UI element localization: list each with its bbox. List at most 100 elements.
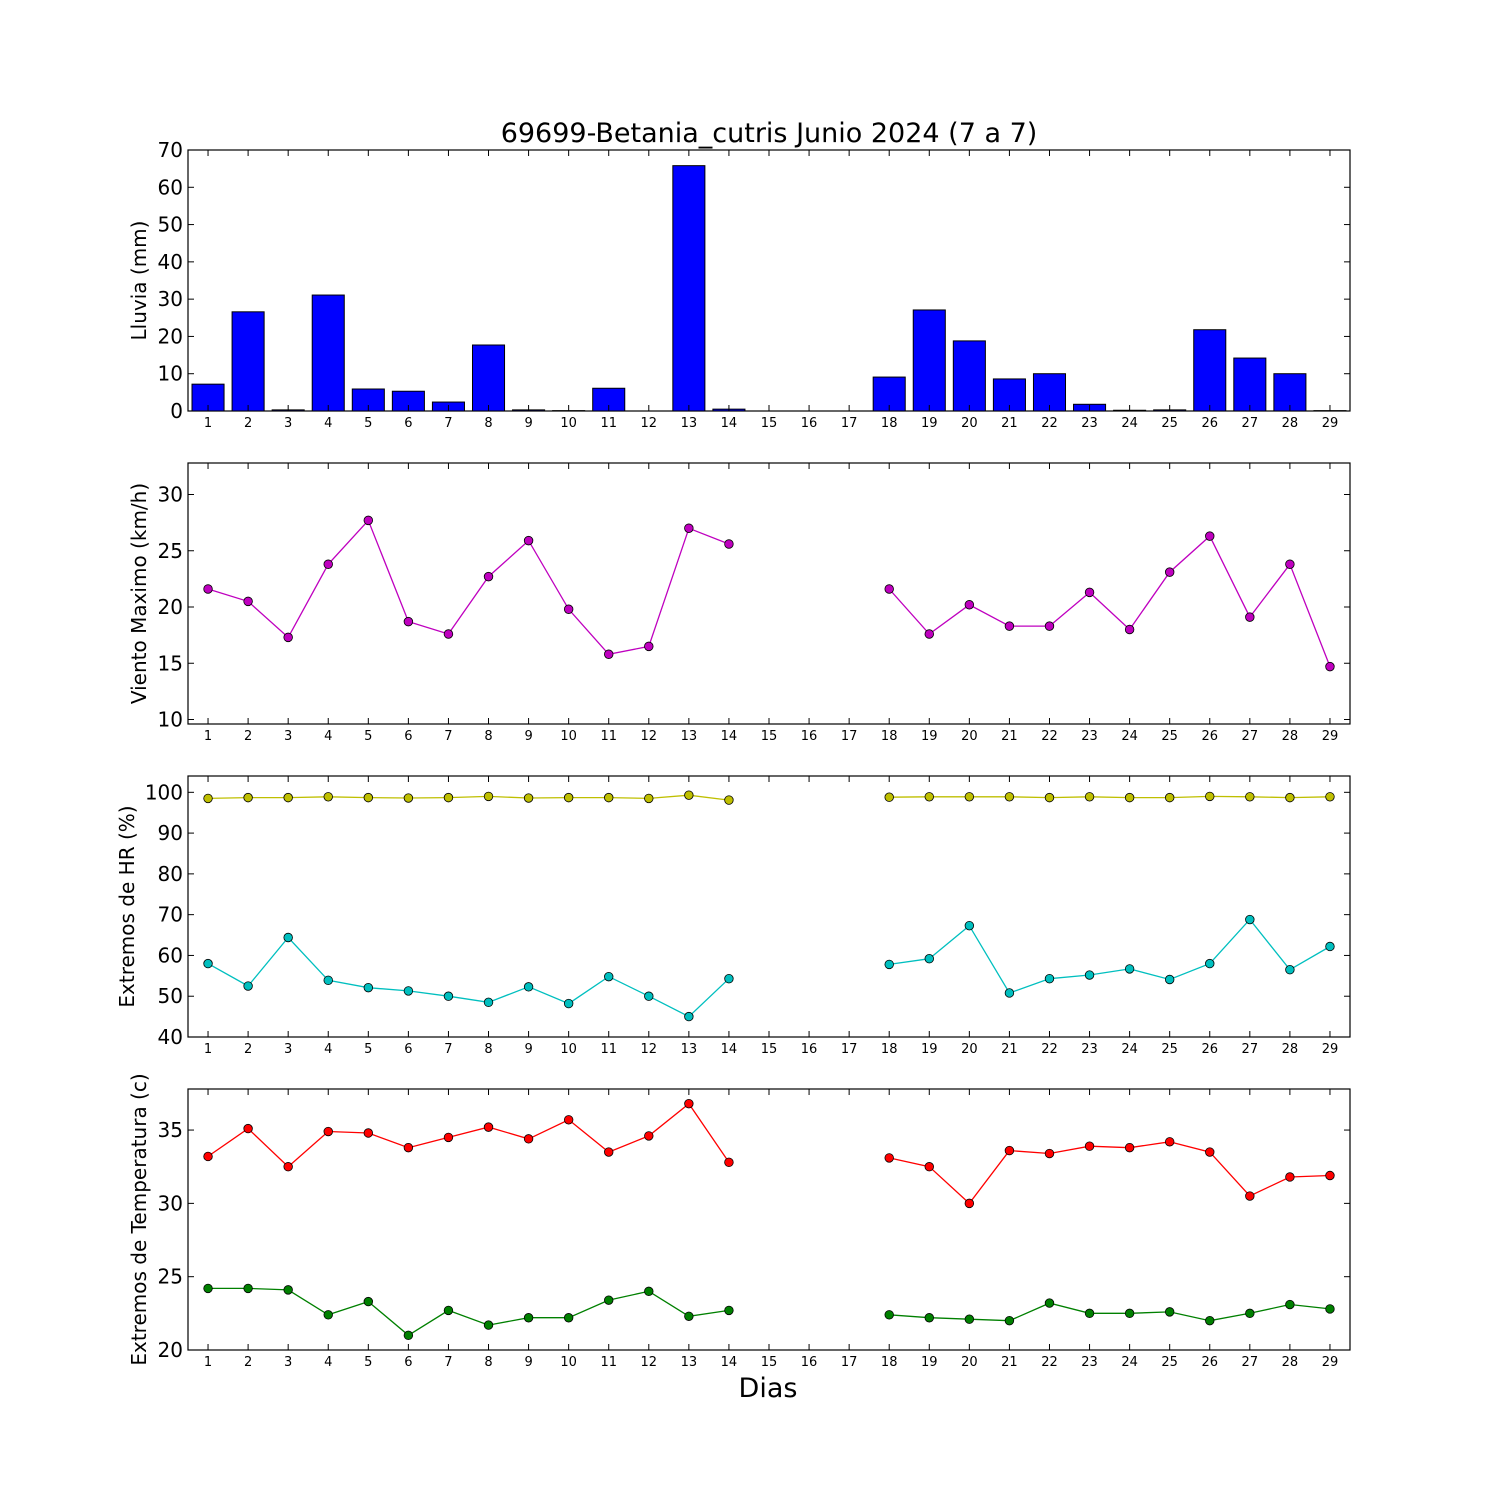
- hr-ytick-label: 70: [158, 903, 183, 927]
- temp-series-2-line-1: [208, 1287, 729, 1337]
- hr-series-1-point-24: [1124, 792, 1135, 803]
- hr-series-2-point-20: [964, 920, 975, 931]
- temp-xtick-label: 12: [641, 1355, 658, 1370]
- rain-bar-20: [952, 340, 986, 412]
- hr-series-2-point-3: [283, 932, 293, 943]
- temp-series-1-point-27: [1245, 1191, 1255, 1201]
- hr-xtick-label: 12: [641, 1042, 658, 1057]
- hr-series-2-point-14: [724, 973, 734, 984]
- hr-series-1-line-1: [207, 794, 729, 801]
- wind-xtick-label: 15: [761, 729, 778, 744]
- temp-xtick-label: 15: [761, 1355, 778, 1370]
- temp-series-2-point-20: [964, 1314, 975, 1324]
- hr-series-1-point-20: [964, 792, 975, 802]
- temp-series-1-point-14: [724, 1157, 734, 1168]
- temp-series-1: [203, 1098, 1335, 1209]
- hr-series-1-point-12: [644, 793, 654, 804]
- temp-series-1-line-1: [207, 1102, 730, 1168]
- hr-xtick-label: 3: [284, 1042, 292, 1057]
- hr-series-2-point-12: [644, 991, 654, 1001]
- rain-xtick-label: 20: [961, 416, 978, 431]
- hr-series-1-point-22: [1044, 792, 1055, 803]
- temp-xtick-label: 16: [801, 1355, 818, 1370]
- temp-xtick-label: 4: [324, 1355, 332, 1370]
- hr-ytick-label: 90: [158, 821, 183, 845]
- hr-ytick-label: 40: [158, 1025, 183, 1049]
- wind-xtick-label: 27: [1242, 729, 1259, 744]
- rain-xtick-label: 11: [600, 416, 617, 431]
- temp-series-1-point-11: [604, 1147, 614, 1157]
- wind-y-axis-label: Viento Maximo (km/h): [127, 483, 151, 704]
- hr-series-1-point-5: [363, 792, 374, 803]
- wind-xtick-label: 26: [1201, 729, 1218, 744]
- temp-xtick-label: 11: [600, 1355, 617, 1370]
- hr-series-2-point-10: [563, 998, 574, 1009]
- hr-ytick-label: 80: [158, 862, 183, 886]
- wind-series-1-point-6: [403, 616, 414, 627]
- wind-series-1-point-26: [1205, 531, 1215, 541]
- hr-series-2-point-27: [1245, 914, 1255, 925]
- temp-series-2-point-8: [483, 1320, 494, 1330]
- hr-xtick-label: 17: [841, 1042, 858, 1057]
- hr-xtick-label: 19: [921, 1042, 938, 1057]
- hr-series-2: [203, 914, 1335, 1022]
- wind-xtick-label: 2: [244, 729, 252, 744]
- hr-xtick-label: 29: [1322, 1042, 1339, 1057]
- hr-series-2-point-25: [1164, 974, 1175, 985]
- rain-xtick-label: 2: [244, 416, 252, 431]
- hr-series-1-line-2: [889, 795, 1331, 799]
- hr-series-1-point-7: [443, 792, 454, 803]
- hr-series-1-point-21: [1004, 792, 1015, 802]
- temp-xtick-label: 19: [921, 1355, 938, 1370]
- wind-ytick-label: 10: [158, 708, 183, 732]
- rain-xtick-label: 22: [1041, 416, 1058, 431]
- temp-series-2-point-2: [243, 1283, 253, 1294]
- wind-xtick-label: 20: [961, 729, 978, 744]
- hr-series-2-point-24: [1124, 964, 1135, 974]
- temp-series-2-point-9: [523, 1313, 534, 1323]
- wind-series-1-line-1: [207, 519, 730, 656]
- hr-series-2-point-9: [523, 982, 534, 992]
- wind-series-1-point-20: [964, 600, 975, 610]
- temp-series-2-point-24: [1124, 1308, 1135, 1319]
- temp-series-1-point-23: [1084, 1141, 1095, 1151]
- wind-xtick-label: 7: [444, 729, 452, 744]
- hr-series-1-point-8: [483, 791, 494, 802]
- hr-series-2-point-28: [1285, 965, 1295, 975]
- hr-series-2-point-4: [323, 975, 333, 986]
- rain-xtick-label: 25: [1161, 416, 1178, 431]
- wind-ytick-label: 25: [158, 539, 183, 563]
- temp-series-1-point-22: [1044, 1148, 1055, 1159]
- wind-series-1-line-2: [888, 535, 1331, 667]
- rain-xtick-label: 6: [404, 416, 412, 431]
- temp-series-1-point-29: [1325, 1170, 1335, 1181]
- temp-xtick-label: 8: [484, 1355, 492, 1370]
- wind-series-1-point-8: [483, 571, 494, 582]
- wind-series-1-point-28: [1285, 559, 1295, 569]
- rain-xtick-label: 18: [881, 416, 898, 431]
- wind-series-1-point-10: [563, 604, 574, 614]
- hr-series-2-point-7: [443, 991, 454, 1001]
- rain-xtick-label: 8: [484, 416, 492, 431]
- wind-series-1-point-21: [1004, 621, 1015, 631]
- temp-xtick-label: 3: [284, 1355, 292, 1370]
- rain-bar-27: [1233, 357, 1267, 412]
- hr-series-1-point-29: [1325, 792, 1335, 802]
- temp-series-1-point-24: [1124, 1142, 1135, 1153]
- hr-series-1-point-25: [1164, 792, 1175, 803]
- hr-xtick-label: 10: [560, 1042, 577, 1057]
- wind-xtick-label: 6: [404, 729, 412, 744]
- temp-xtick-label: 23: [1081, 1355, 1098, 1370]
- temp-ytick-label: 25: [158, 1265, 183, 1289]
- rain-xtick-label: 1: [204, 416, 212, 431]
- rain-xtick-label: 5: [364, 416, 372, 431]
- temp-y-axis-label: Extremos de Temperatura (c): [127, 1073, 151, 1365]
- temp-series-2-point-1: [203, 1283, 213, 1294]
- temp-series-1-point-20: [964, 1198, 975, 1209]
- hr-series-2-point-23: [1084, 970, 1095, 980]
- wind-series-1-point-9: [523, 535, 534, 546]
- rain-xtick-label: 12: [641, 416, 658, 431]
- rain-bar-28: [1273, 373, 1307, 412]
